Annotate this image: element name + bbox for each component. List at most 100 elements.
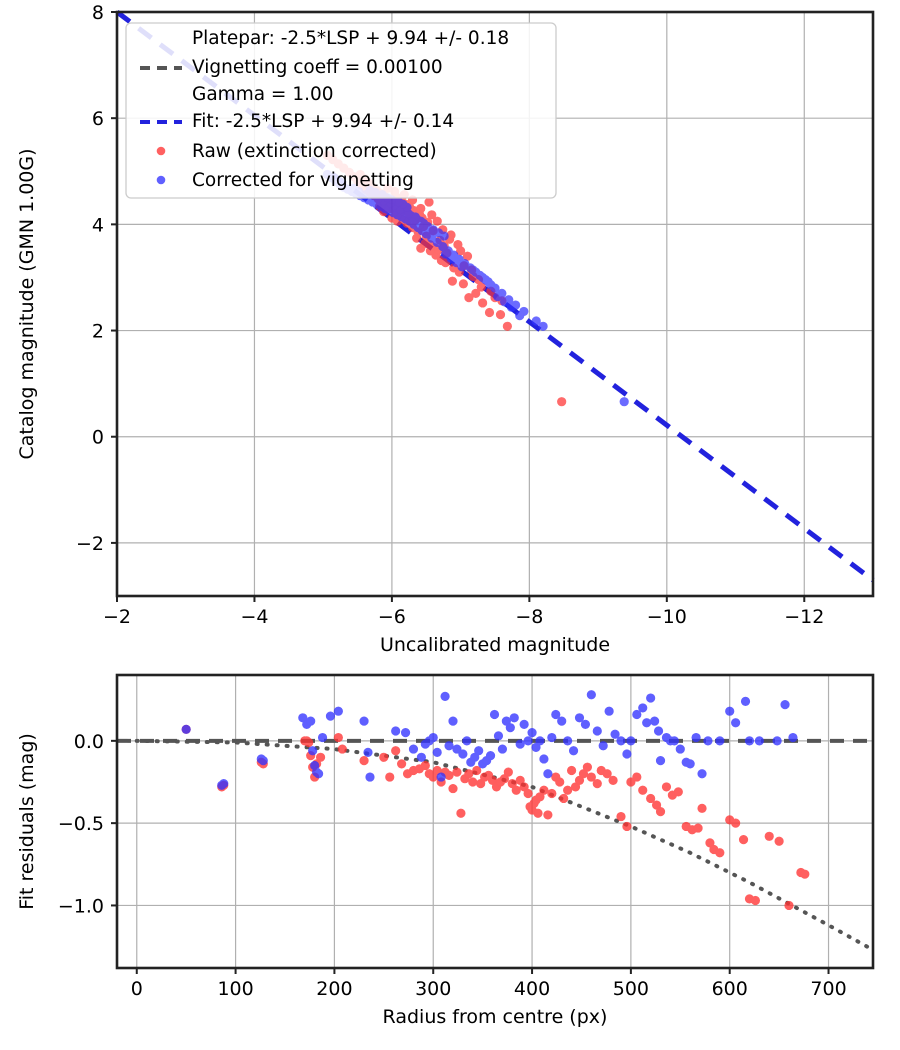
data-point (547, 732, 557, 743)
x-tick-label: 400 (514, 978, 550, 1000)
data-point (547, 788, 557, 799)
x-axis-label: Radius from centre (px) (383, 1006, 608, 1028)
data-point (407, 217, 418, 227)
data-point (440, 249, 451, 259)
data-point (653, 726, 664, 736)
data-point (439, 231, 449, 241)
data-point (642, 718, 652, 728)
data-point (661, 782, 672, 792)
data-point (474, 746, 484, 756)
legend-item-label: Raw (extinction corrected) (192, 141, 437, 162)
data-point (306, 716, 316, 726)
data-point (428, 732, 438, 743)
data-point (464, 769, 474, 779)
data-point (493, 731, 504, 741)
data-point (740, 696, 751, 706)
data-point (391, 746, 401, 756)
data-point (675, 744, 685, 754)
data-point (391, 726, 401, 736)
data-point (359, 755, 369, 766)
x-tick-label: 100 (217, 978, 253, 1000)
legend: Platepar: -2.5*LSP + 9.94 +/- 0.18 Vignet… (125, 22, 557, 199)
data-point (754, 736, 764, 746)
y-tick-label: 6 (92, 108, 104, 130)
data-point (543, 810, 553, 820)
legend-item: Platepar: -2.5*LSP + 9.94 +/- 0.18 (192, 28, 509, 49)
data-point (314, 769, 324, 779)
x-tick-label: 500 (613, 978, 649, 1000)
data-point (604, 706, 614, 716)
data-point (608, 775, 618, 785)
data-point (697, 803, 707, 813)
data-point (646, 793, 656, 804)
legend-item: Fit: -2.5*LSP + 9.94 +/- 0.14 (140, 111, 454, 132)
x-tick-label: −8 (515, 606, 543, 628)
data-point (317, 732, 328, 743)
data-point (416, 752, 426, 762)
legend-item-label: Gamma = 1.00 (192, 84, 334, 105)
data-point (800, 869, 810, 879)
data-point (478, 298, 488, 308)
x-tick-label: −12 (784, 606, 824, 628)
data-point (731, 718, 741, 728)
data-point (416, 203, 426, 214)
data-point (333, 732, 343, 743)
data-point (557, 716, 567, 726)
x-tick-label: 200 (316, 978, 352, 1000)
data-point (436, 772, 446, 782)
data-point (555, 777, 565, 787)
data-point (557, 397, 567, 407)
data-point (632, 772, 642, 782)
data-point (655, 755, 666, 766)
x-tick-label: 0 (131, 978, 143, 1000)
legend-item-label: Corrected for vignetting (192, 170, 414, 191)
y-tick-label: −2 (76, 533, 104, 555)
data-point (764, 831, 774, 841)
data-point (258, 755, 268, 766)
data-point (432, 747, 442, 757)
data-point (539, 754, 549, 764)
y-axis-label: Fit residuals (mag) (16, 733, 38, 910)
data-point (523, 736, 533, 746)
data-point (462, 736, 472, 746)
data-point (506, 302, 517, 312)
data-point (533, 808, 543, 818)
data-point (574, 713, 585, 723)
data-point (559, 793, 569, 804)
data-point (725, 706, 735, 716)
data-point (519, 719, 529, 729)
data-point (471, 288, 481, 298)
x-tick-label: 300 (415, 978, 451, 1000)
x-tick-label: −10 (647, 606, 687, 628)
data-point (691, 732, 701, 743)
data-point (788, 732, 798, 743)
data-point (509, 713, 519, 723)
panel-residuals-frame (115, 673, 875, 970)
data-point (685, 759, 695, 769)
data-point (219, 779, 229, 789)
x-tick-label: −2 (103, 606, 131, 628)
data-point (484, 307, 495, 318)
data-point (412, 233, 422, 243)
data-point (638, 785, 648, 795)
data-point (502, 321, 512, 331)
data-point (523, 788, 533, 799)
data-point (424, 197, 434, 207)
x-tick-label: 700 (810, 978, 846, 1000)
data-point (626, 777, 636, 787)
data-point (619, 397, 629, 407)
data-point (551, 709, 561, 720)
data-point (505, 723, 515, 733)
legend-marker-dot-blue (156, 175, 166, 185)
data-point (365, 772, 375, 782)
data-point (337, 744, 347, 754)
data-point (669, 736, 679, 746)
data-point (703, 736, 713, 746)
data-point (400, 728, 411, 738)
y-tick-label: 4 (92, 214, 104, 236)
data-point (385, 772, 395, 782)
data-point (626, 736, 636, 746)
data-point (646, 693, 656, 703)
data-point (538, 321, 548, 331)
y-tick-label: 8 (92, 2, 104, 24)
